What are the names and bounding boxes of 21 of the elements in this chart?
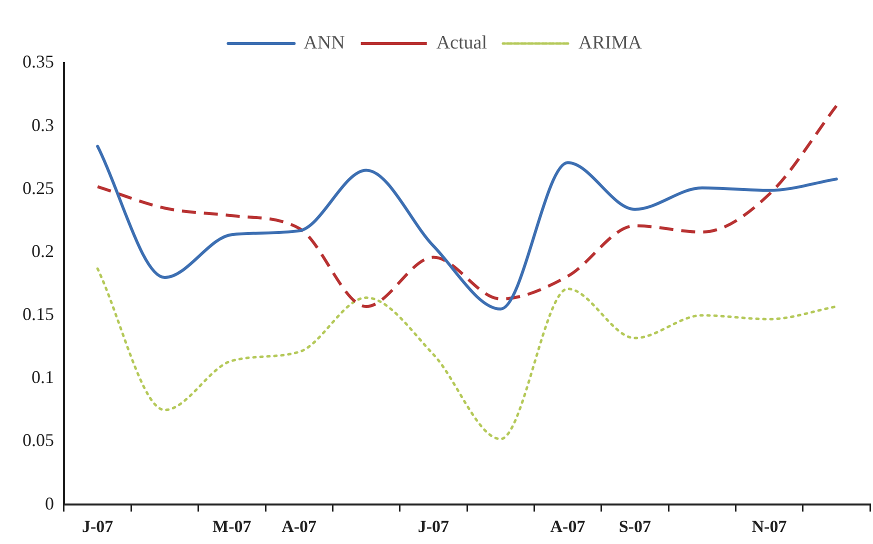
x-tick-label: A-07 — [282, 517, 318, 536]
line-series — [96, 104, 838, 308]
x-tick-label: J-07 — [82, 517, 114, 536]
legend-label: Actual — [436, 32, 487, 54]
x-tick-label: M-07 — [212, 517, 252, 536]
y-tick-label: 0 — [45, 493, 54, 514]
x-tick-label: A-07 — [550, 517, 586, 536]
x-tick-label: N-07 — [752, 517, 788, 536]
x-tick-label: J-07 — [418, 517, 450, 536]
line-series — [96, 267, 838, 440]
legend-label: ARIMA — [578, 32, 642, 54]
y-tick-label: 0.25 — [22, 178, 54, 198]
y-tick-label: 0.1 — [32, 367, 54, 388]
y-tick-label: 0.15 — [22, 304, 54, 324]
y-tick-label: 0.2 — [32, 240, 54, 261]
legend-label: ANN — [304, 32, 346, 54]
y-tick-label: 0.3 — [32, 114, 54, 135]
line-series — [96, 144, 838, 311]
y-tick-label: 0.35 — [22, 52, 54, 72]
y-tick-label: 0.05 — [22, 430, 54, 450]
x-tick-label: S-07 — [618, 517, 652, 536]
